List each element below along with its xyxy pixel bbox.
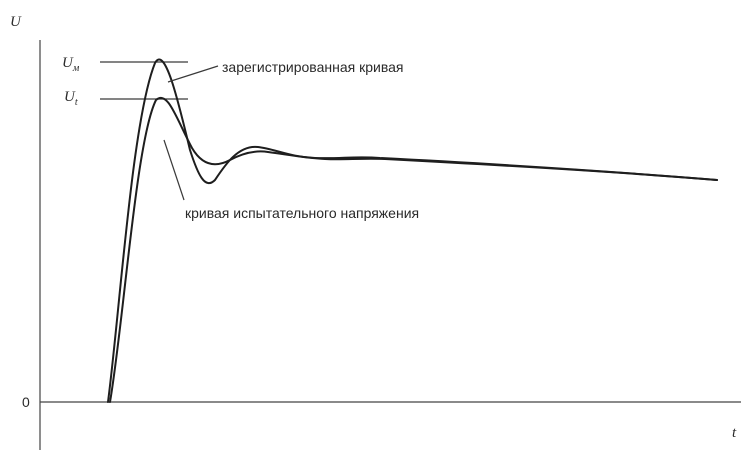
test-voltage-curve-label: кривая испытательного напряжения (185, 205, 419, 221)
recorded-curve (107, 58, 718, 403)
origin-label: 0 (22, 394, 30, 410)
y-axis-label: U (10, 14, 22, 30)
ut-level-label: Ut (64, 89, 78, 108)
recorded-curve-label: зарегистрированная кривая (222, 59, 403, 75)
um-level-label: Uм (62, 55, 80, 74)
test-voltage-curve (109, 97, 718, 403)
test-voltage-curve-leader (163, 139, 185, 201)
recorded-curve-leader (167, 65, 219, 83)
x-axis-label: t (732, 425, 737, 441)
